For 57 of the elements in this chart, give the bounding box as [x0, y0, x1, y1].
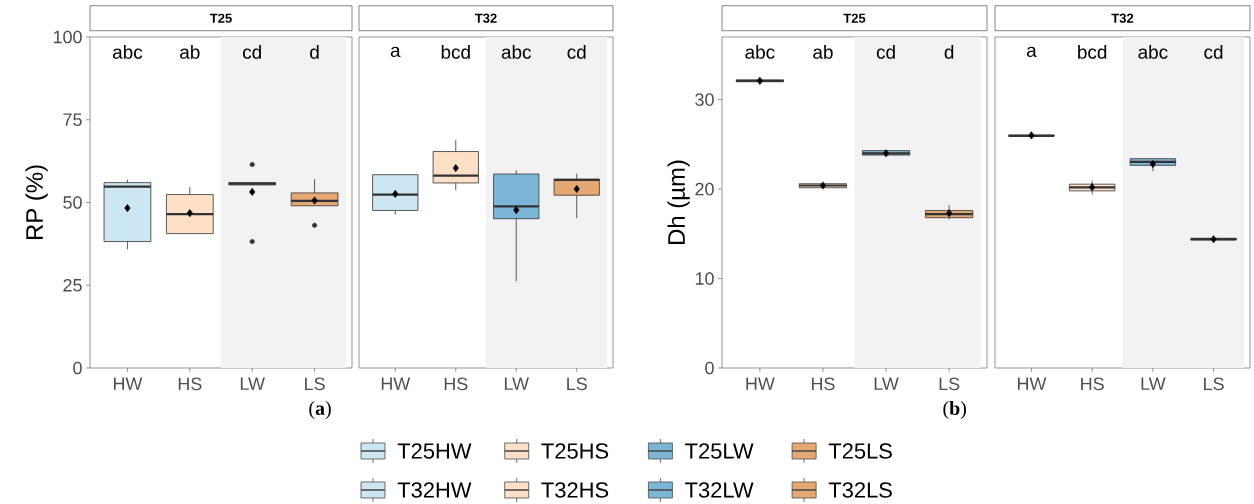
- legend-label: T25LW: [685, 443, 754, 459]
- chart-title: T32: [474, 13, 497, 23]
- annotation: cd: [567, 44, 586, 59]
- y-tick-label: 30: [695, 93, 714, 106]
- annotation: ab: [813, 44, 833, 59]
- annotation: cd: [1204, 44, 1223, 59]
- x-tick-label: HS: [444, 377, 468, 391]
- x-tick-label: LS: [939, 377, 960, 391]
- x-tick-label: HW: [746, 377, 775, 390]
- annotation: bcd: [441, 44, 470, 59]
- annotation: a: [1026, 46, 1037, 58]
- annotation: abc: [745, 44, 775, 59]
- x-tick-label: LW: [240, 377, 265, 390]
- x-tick-label: HS: [1081, 377, 1104, 391]
- annotation: a: [390, 46, 401, 58]
- x-tick-label: HW: [113, 377, 143, 390]
- annotation: abc: [1138, 44, 1168, 59]
- legend-label: T25HW: [397, 443, 472, 459]
- x-tick-label: HS: [178, 377, 202, 391]
- chart-title: T25: [209, 13, 232, 23]
- x-tick-label: LW: [504, 377, 529, 390]
- annotation: ab: [180, 44, 200, 59]
- chart-title: T25: [843, 13, 866, 23]
- y-tick-label: 10: [695, 272, 714, 285]
- annotation: d: [944, 44, 954, 59]
- x-tick-label: LS: [1204, 377, 1224, 391]
- legend-label: T25LS: [828, 443, 892, 459]
- x-tick-label: LS: [305, 377, 325, 391]
- y-tick-label: 0: [73, 361, 82, 375]
- x-tick-label: LS: [567, 377, 587, 391]
- x-tick-label: LW: [874, 377, 899, 390]
- annotation: abc: [501, 44, 532, 59]
- annotation: cd: [876, 44, 895, 59]
- x-tick-label: HS: [811, 377, 835, 391]
- text: (b): [943, 401, 966, 420]
- annotation: abc: [112, 44, 143, 59]
- legend-label: T32HW: [397, 482, 472, 498]
- text: (a): [309, 401, 331, 420]
- x-tick-label: HW: [381, 377, 411, 390]
- y-tick-label: 20: [695, 182, 714, 196]
- y-axis-title: RP (%): [25, 165, 48, 240]
- annotation: d: [310, 44, 319, 59]
- annotation: bcd: [1078, 44, 1107, 59]
- y-tick-label: 100: [53, 30, 82, 44]
- legend-label: T32LW: [685, 482, 754, 498]
- x-tick-label: HW: [1017, 377, 1047, 390]
- y-tick-label: 50: [63, 196, 82, 209]
- y-tick-label: 75: [63, 113, 82, 126]
- legend-label: T32HS: [541, 482, 609, 498]
- y-tick-label: 25: [63, 278, 82, 292]
- y-axis-title: Dh (µm): [667, 160, 690, 244]
- legend-label: T25HS: [541, 443, 609, 459]
- x-tick-label: LW: [1141, 377, 1166, 390]
- chart-title: T32: [1111, 13, 1134, 23]
- annotation: cd: [243, 44, 261, 59]
- legend-label: T32LS: [828, 482, 892, 498]
- y-tick-label: 0: [705, 361, 714, 375]
